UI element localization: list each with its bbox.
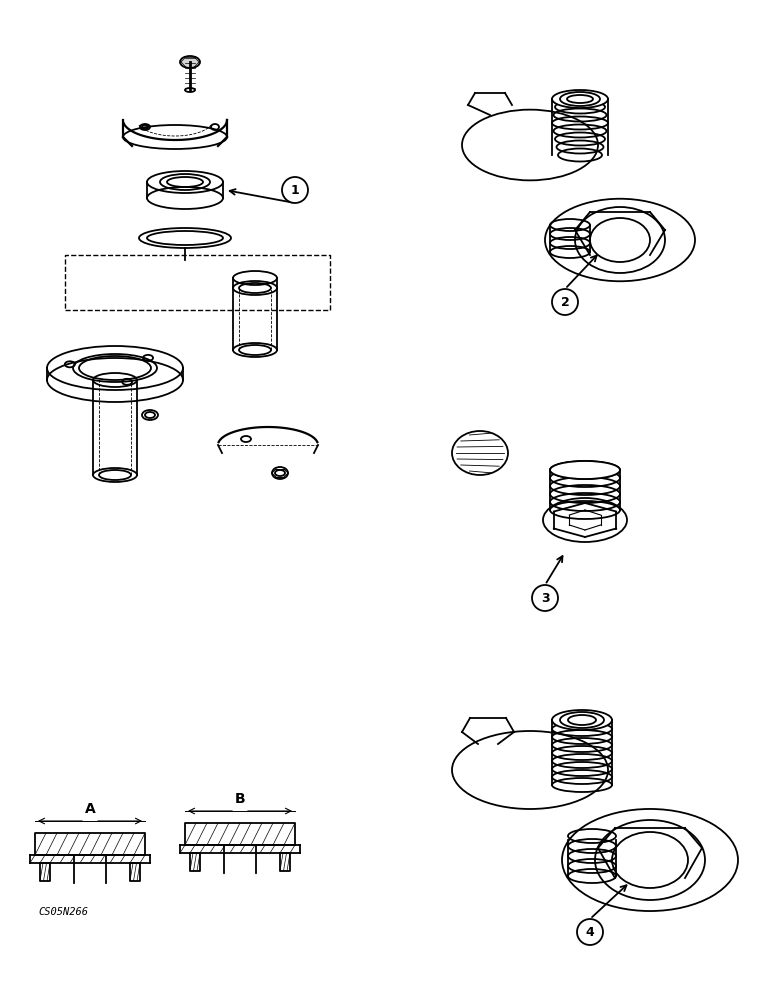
Circle shape <box>577 919 603 945</box>
Text: 3: 3 <box>540 591 550 604</box>
Ellipse shape <box>550 461 620 479</box>
Ellipse shape <box>47 346 183 390</box>
Text: 2: 2 <box>560 296 570 308</box>
Ellipse shape <box>142 410 158 420</box>
Circle shape <box>282 177 308 203</box>
Ellipse shape <box>233 271 277 285</box>
Ellipse shape <box>552 710 612 730</box>
Text: 4: 4 <box>586 926 594 938</box>
Circle shape <box>532 585 558 611</box>
Text: A: A <box>85 802 96 816</box>
Ellipse shape <box>272 467 288 479</box>
Ellipse shape <box>180 56 200 68</box>
Text: 1: 1 <box>290 184 300 196</box>
Text: B: B <box>235 792 245 806</box>
Circle shape <box>552 289 578 315</box>
Text: CS05N266: CS05N266 <box>38 907 88 917</box>
Ellipse shape <box>552 90 608 108</box>
Ellipse shape <box>147 171 223 193</box>
